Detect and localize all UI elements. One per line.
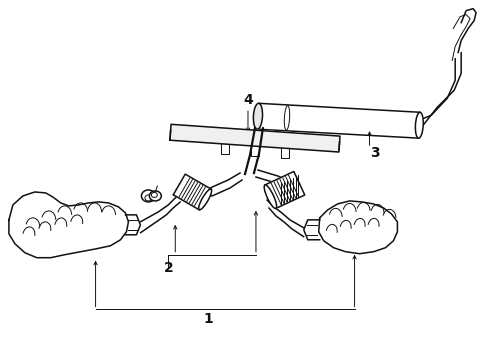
Polygon shape	[257, 103, 419, 138]
Ellipse shape	[141, 190, 155, 202]
Text: 1: 1	[203, 312, 213, 327]
Polygon shape	[318, 201, 397, 254]
Ellipse shape	[144, 195, 152, 201]
Ellipse shape	[414, 112, 423, 138]
Text: 2: 2	[163, 261, 173, 275]
Ellipse shape	[149, 191, 161, 201]
Ellipse shape	[198, 189, 211, 210]
Polygon shape	[173, 174, 211, 210]
Ellipse shape	[151, 193, 157, 197]
Ellipse shape	[253, 103, 262, 129]
Polygon shape	[9, 192, 128, 258]
Polygon shape	[170, 124, 339, 152]
Text: 3: 3	[369, 146, 379, 160]
Text: 4: 4	[243, 93, 252, 107]
Ellipse shape	[264, 185, 276, 208]
Polygon shape	[264, 171, 304, 208]
